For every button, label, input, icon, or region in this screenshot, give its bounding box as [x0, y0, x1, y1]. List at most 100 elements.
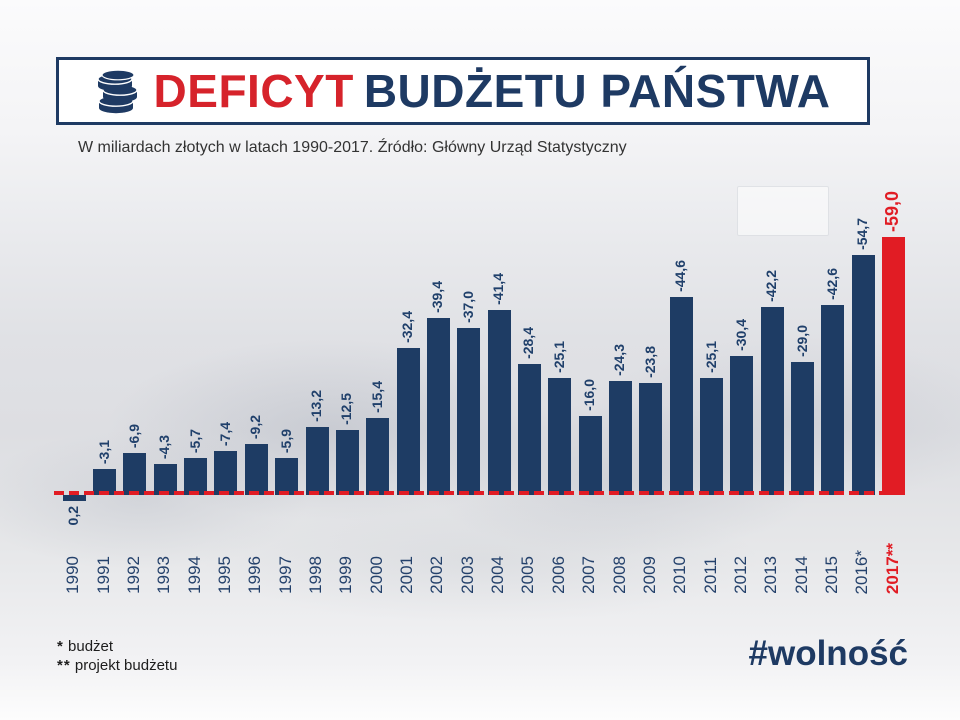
deficit-bar-2010 [669, 297, 693, 495]
year-label: 2000 [366, 556, 386, 594]
year-label: 2013 [761, 556, 781, 594]
year-label: 2011 [700, 557, 720, 594]
hashtag-wolnosc: #wolność [748, 634, 908, 673]
year-label: 2005 [518, 556, 538, 594]
deficit-bar-1993 [153, 464, 177, 495]
year-label: 2008 [609, 556, 629, 594]
year-label: 2012 [730, 556, 750, 594]
year-label: 2006 [548, 556, 568, 594]
deficit-bar-2013 [760, 307, 784, 495]
bar-value-label: 0,2 [65, 506, 82, 526]
deficit-bar-2000 [366, 418, 390, 495]
deficit-bar-1997 [275, 458, 299, 495]
footnote-symbol: ** [57, 657, 71, 674]
coins-stack-icon [96, 69, 138, 114]
year-label: 1997 [275, 556, 295, 594]
deficit-bar-2017 [882, 237, 906, 495]
deficit-bar-2015 [821, 305, 845, 495]
bar-value-label: -13,2 [307, 390, 324, 422]
bar-value-label: -12,5 [338, 393, 355, 425]
year-label: 2001 [397, 556, 417, 594]
bar-value-label: -30,4 [732, 319, 749, 351]
deficit-bar-2011 [700, 378, 724, 495]
year-label: 2017** [882, 542, 902, 594]
bar-value-label: -44,6 [672, 260, 689, 292]
deficit-bar-2008 [609, 381, 632, 495]
bar-value-label: -16,0 [581, 379, 598, 411]
deficit-bar-2009 [639, 383, 663, 495]
bar-value-label: -5,9 [277, 428, 294, 453]
year-label: 1998 [306, 556, 325, 594]
deficit-bar-2007 [578, 416, 602, 495]
deficit-bar-1990 [62, 495, 86, 501]
year-label: 2004 [488, 556, 508, 594]
year-label: 1990 [63, 556, 83, 594]
deficit-bar-1995 [214, 451, 238, 495]
background-photo-screen [737, 186, 829, 236]
bar-value-label: -39,4 [429, 281, 446, 313]
deficit-bar-2004 [487, 310, 511, 495]
title-word-deficyt: DEFICYT [153, 65, 354, 117]
bar-value-label: -6,9 [125, 423, 142, 448]
footnote-symbol: * [57, 638, 64, 655]
chart-subtitle: W miliardach złotych w latach 1990-2017.… [78, 139, 627, 156]
footnote-text: projekt budżetu [74, 657, 178, 674]
bar-value-label: -5,7 [186, 428, 203, 453]
year-label: 2014 [791, 556, 811, 594]
bar-value-label: -3,1 [95, 439, 112, 464]
bar-value-label: -4,3 [156, 434, 173, 459]
footnote-budget-draft: ** projekt budżetu [57, 656, 177, 675]
zero-baseline-dashed [54, 491, 907, 495]
bar-value-label: -42,2 [763, 270, 780, 302]
deficit-bar-2012 [730, 356, 754, 495]
bar-value-label: -25,1 [702, 341, 719, 373]
bar-value-label: -29,0 [793, 325, 810, 357]
bar-value-label: -59,0 [882, 190, 903, 232]
title-words-budzetu-panstwa: BUDŻETU PAŃSTWA [363, 65, 831, 117]
year-label: 1991 [93, 556, 113, 594]
deficit-bar-1992 [123, 453, 147, 495]
year-label: 2002 [427, 556, 447, 594]
year-label: 2016* [852, 549, 872, 594]
footnotes: * budżet ** projekt budżetu [57, 637, 177, 675]
bar-value-label: -37,0 [459, 291, 476, 323]
footnote-budget: * budżet [57, 637, 177, 656]
deficit-bar-1999 [335, 430, 359, 495]
bar-value-label: -25,1 [550, 341, 567, 373]
bar-value-label: -28,4 [520, 327, 537, 359]
bar-value-label: -24,3 [611, 344, 628, 376]
year-label: 1992 [123, 556, 143, 594]
footnote-text: budżet [68, 638, 114, 655]
year-label: 2015 [821, 556, 841, 594]
year-label: 2007 [579, 556, 599, 594]
deficit-bar-2016 [851, 255, 875, 495]
deficit-bar-2005 [517, 364, 541, 495]
deficit-bar-2006 [548, 378, 572, 495]
deficit-bar-2003 [457, 328, 481, 495]
deficit-bar-2002 [426, 318, 450, 495]
bar-value-label: -54,7 [854, 218, 871, 250]
year-label: 1996 [245, 556, 265, 594]
page-title: DEFICYT BUDŻETU PAŃSTWA [154, 64, 831, 118]
deficit-bar-1998 [305, 427, 329, 495]
year-label: 2010 [670, 556, 690, 594]
bar-value-label: -42,6 [823, 268, 840, 300]
bar-value-label: -41,4 [490, 273, 507, 305]
deficit-bar-2001 [396, 348, 420, 495]
bar-value-label: -7,4 [216, 421, 233, 446]
year-label: 1999 [336, 556, 356, 594]
year-label: 2009 [639, 556, 659, 594]
year-label: 2003 [457, 556, 477, 594]
deficit-bar-1991 [93, 469, 117, 495]
year-label: 1993 [154, 556, 174, 594]
deficit-bar-2014 [791, 362, 815, 495]
title-box: DEFICYT BUDŻETU PAŃSTWA [56, 57, 870, 125]
bar-value-label: -23,8 [641, 346, 658, 378]
bar-value-label: -15,4 [368, 381, 385, 413]
deficit-bar-1994 [184, 458, 208, 495]
deficit-bar-1996 [244, 444, 268, 495]
year-label: 1995 [214, 556, 234, 594]
bar-value-label: -32,4 [399, 311, 415, 343]
bar-value-label: -9,2 [247, 414, 264, 439]
